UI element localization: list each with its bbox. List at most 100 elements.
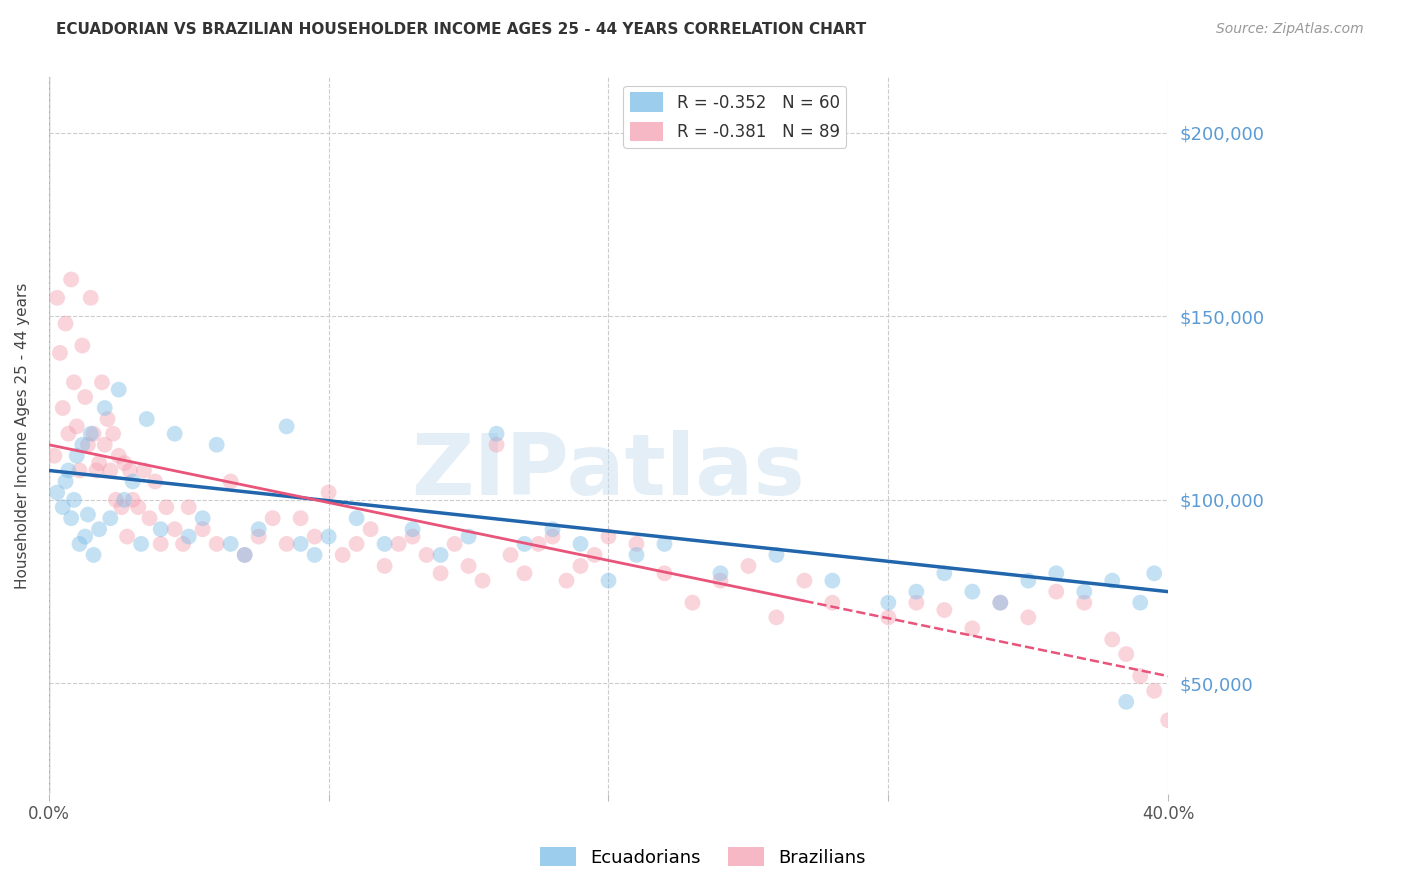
Point <box>360 522 382 536</box>
Point <box>66 449 89 463</box>
Point <box>626 537 648 551</box>
Point <box>77 508 100 522</box>
Point <box>205 438 228 452</box>
Point <box>541 530 564 544</box>
Point <box>118 463 141 477</box>
Point <box>318 530 340 544</box>
Point <box>555 574 578 588</box>
Point <box>962 584 984 599</box>
Point <box>104 492 127 507</box>
Point <box>121 492 143 507</box>
Point <box>98 511 121 525</box>
Point <box>905 584 928 599</box>
Point <box>598 574 620 588</box>
Point <box>1129 596 1152 610</box>
Point <box>60 272 83 286</box>
Point <box>83 426 105 441</box>
Point <box>962 621 984 635</box>
Point <box>415 548 437 562</box>
Point <box>233 548 256 562</box>
Point <box>219 475 242 489</box>
Point <box>219 537 242 551</box>
Point <box>1101 632 1123 647</box>
Legend: R = -0.352   N = 60, R = -0.381   N = 89: R = -0.352 N = 60, R = -0.381 N = 89 <box>623 86 846 147</box>
Point <box>177 530 200 544</box>
Point <box>89 456 111 470</box>
Point <box>401 530 423 544</box>
Point <box>55 475 77 489</box>
Point <box>191 522 214 536</box>
Point <box>163 522 186 536</box>
Y-axis label: Householder Income Ages 25 - 44 years: Householder Income Ages 25 - 44 years <box>15 283 30 589</box>
Point <box>1157 713 1180 727</box>
Point <box>709 566 731 581</box>
Point <box>247 530 270 544</box>
Point <box>513 537 536 551</box>
Point <box>1073 584 1095 599</box>
Point <box>988 596 1011 610</box>
Point <box>681 596 703 610</box>
Point <box>1129 669 1152 683</box>
Point <box>541 522 564 536</box>
Point <box>821 574 844 588</box>
Point <box>1073 596 1095 610</box>
Point <box>471 574 494 588</box>
Point <box>1017 610 1039 624</box>
Point <box>75 530 97 544</box>
Point <box>115 530 138 544</box>
Point <box>191 511 214 525</box>
Point <box>905 596 928 610</box>
Point <box>626 548 648 562</box>
Point <box>1115 695 1137 709</box>
Point <box>276 419 298 434</box>
Point <box>149 522 172 536</box>
Point <box>1101 574 1123 588</box>
Text: ECUADORIAN VS BRAZILIAN HOUSEHOLDER INCOME AGES 25 - 44 YEARS CORRELATION CHART: ECUADORIAN VS BRAZILIAN HOUSEHOLDER INCO… <box>56 22 866 37</box>
Point <box>80 426 103 441</box>
Point <box>98 463 121 477</box>
Point <box>107 383 129 397</box>
Point <box>877 610 900 624</box>
Point <box>485 438 508 452</box>
Point <box>89 522 111 536</box>
Point <box>69 463 91 477</box>
Point <box>1115 647 1137 661</box>
Point <box>513 566 536 581</box>
Point <box>1045 566 1067 581</box>
Point <box>988 596 1011 610</box>
Point <box>121 475 143 489</box>
Point <box>75 390 97 404</box>
Point <box>107 449 129 463</box>
Point <box>485 426 508 441</box>
Point <box>262 511 284 525</box>
Point <box>304 530 326 544</box>
Point <box>90 376 112 390</box>
Point <box>457 530 479 544</box>
Point <box>72 438 94 452</box>
Point <box>135 412 157 426</box>
Point <box>276 537 298 551</box>
Point <box>83 548 105 562</box>
Point <box>49 346 72 360</box>
Point <box>527 537 550 551</box>
Legend: Ecuadorians, Brazilians: Ecuadorians, Brazilians <box>533 840 873 874</box>
Point <box>247 522 270 536</box>
Point <box>821 596 844 610</box>
Point <box>934 603 956 617</box>
Point <box>318 485 340 500</box>
Point <box>55 317 77 331</box>
Point <box>132 463 155 477</box>
Point <box>69 537 91 551</box>
Point <box>46 291 69 305</box>
Point <box>155 500 177 515</box>
Point <box>654 566 676 581</box>
Point <box>290 511 312 525</box>
Point <box>112 492 135 507</box>
Point <box>52 500 75 515</box>
Point <box>304 548 326 562</box>
Point <box>443 537 465 551</box>
Point <box>96 412 118 426</box>
Point <box>110 500 132 515</box>
Point <box>112 456 135 470</box>
Point <box>44 449 66 463</box>
